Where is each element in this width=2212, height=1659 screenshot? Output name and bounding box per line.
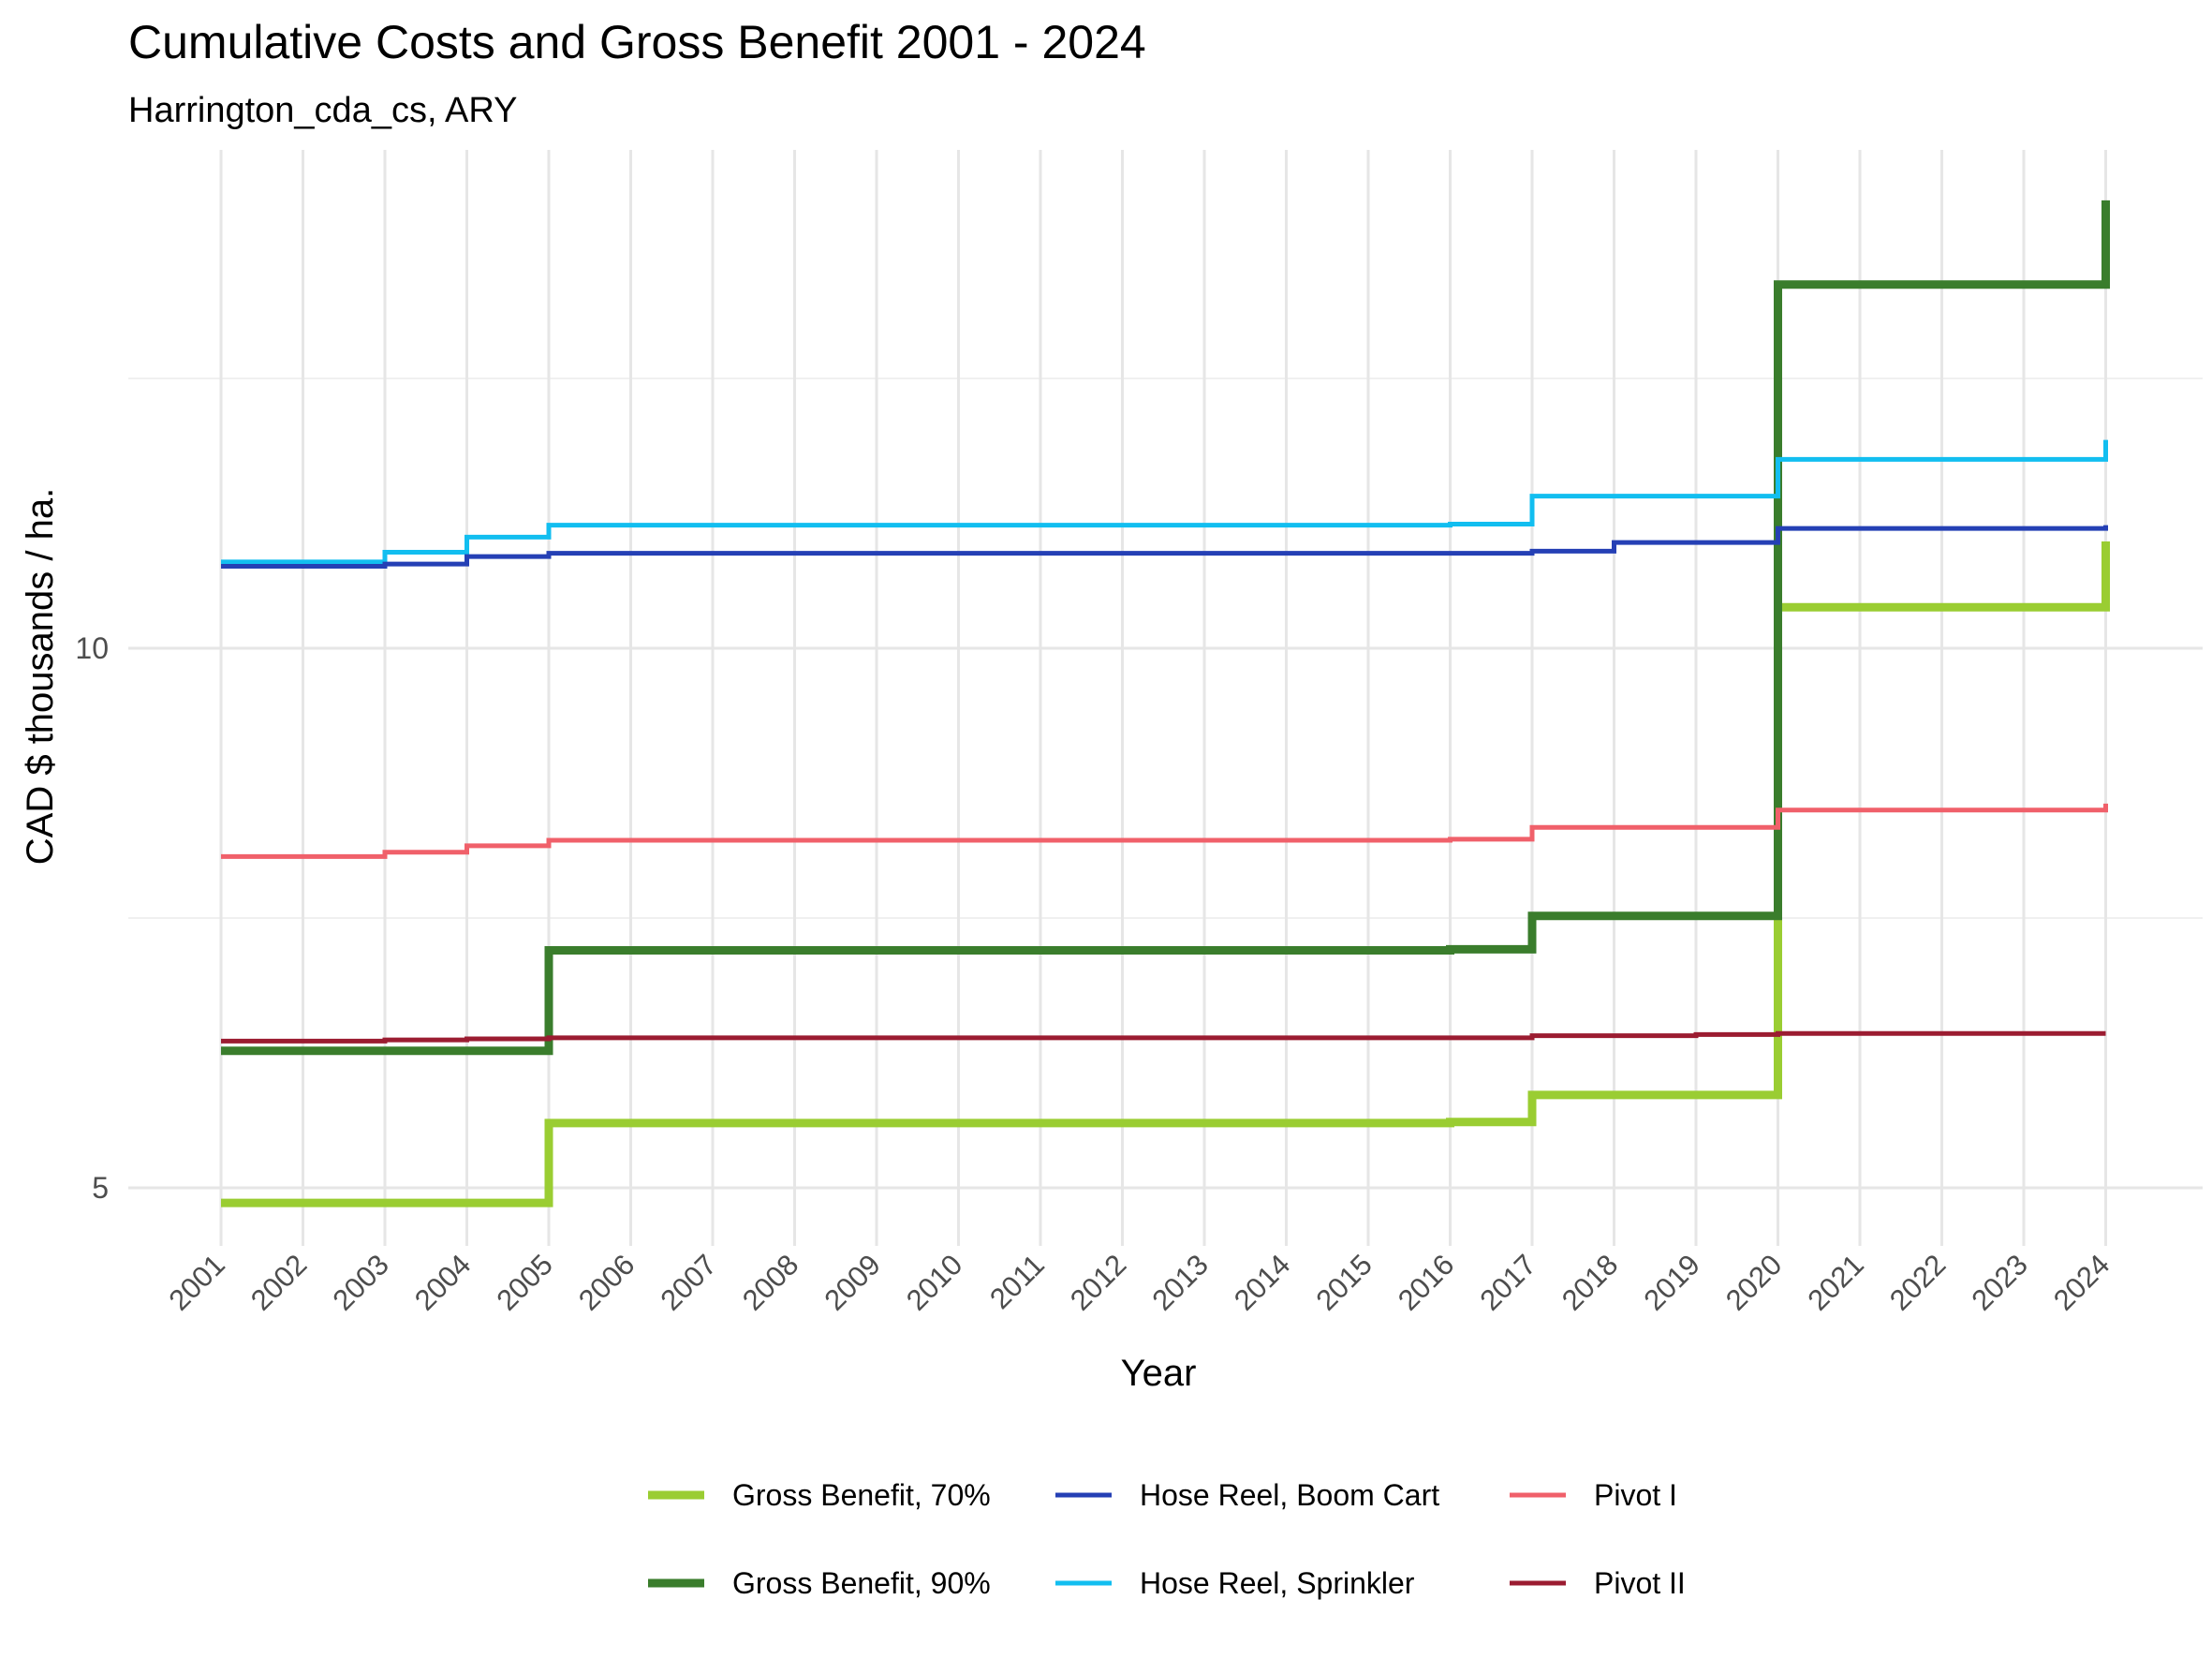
x-tick-label: 2012 — [1064, 1248, 1133, 1317]
x-tick-label: 2019 — [1637, 1248, 1706, 1317]
series-line — [221, 525, 2108, 569]
y-tick-label: 10 — [75, 631, 109, 665]
legend-label: Pivot I — [1594, 1478, 1677, 1512]
x-tick-label: 2024 — [2047, 1248, 2116, 1317]
legend: Gross Benefit, 70% Gross Benefit, 90% Hose… — [648, 1478, 1686, 1600]
y-tick-label: 5 — [92, 1171, 109, 1205]
series-line — [221, 541, 2110, 1207]
chart-subtitle: Harrington_cda_cs, ARY — [128, 91, 517, 130]
legend-label: Gross Benefit, 90% — [732, 1566, 991, 1600]
legend-label: Pivot II — [1594, 1566, 1686, 1600]
series-line — [221, 439, 2108, 565]
y-axis-label: CAD $ thousands / ha. — [20, 488, 61, 865]
x-tick-label: 2001 — [162, 1248, 231, 1317]
x-tick-label: 2003 — [326, 1248, 395, 1317]
y-axis-ticks: 5 10 — [75, 631, 109, 1205]
x-tick-label: 2016 — [1392, 1248, 1461, 1317]
x-axis-label: Year — [1121, 1353, 1197, 1394]
legend-label: Gross Benefit, 70% — [732, 1478, 991, 1512]
series-line — [221, 803, 2108, 859]
legend-label: Hose Reel, Sprinkler — [1140, 1566, 1415, 1600]
x-tick-label: 2020 — [1719, 1248, 1789, 1317]
x-tick-label: 2014 — [1228, 1248, 1297, 1317]
x-tick-label: 2011 — [983, 1248, 1051, 1315]
x-tick-label: 2010 — [900, 1248, 969, 1317]
x-tick-label: 2005 — [490, 1248, 559, 1317]
x-tick-label: 2013 — [1145, 1248, 1215, 1317]
x-tick-label: 2008 — [736, 1248, 805, 1317]
x-tick-label: 2023 — [1965, 1248, 2034, 1317]
series-line — [221, 200, 2110, 1056]
x-tick-label: 2018 — [1556, 1248, 1625, 1317]
x-tick-label: 2022 — [1883, 1248, 1953, 1317]
series-line — [221, 1030, 2106, 1044]
x-tick-label: 2017 — [1473, 1248, 1542, 1317]
x-tick-label: 2007 — [654, 1248, 723, 1317]
x-tick-label: 2015 — [1309, 1248, 1379, 1317]
series-layer — [221, 200, 2110, 1207]
grid-major — [128, 150, 2203, 1246]
x-tick-label: 2021 — [1801, 1248, 1870, 1317]
x-tick-label: 2002 — [244, 1248, 314, 1317]
x-tick-label: 2009 — [818, 1248, 887, 1317]
x-axis-ticks: 2001 2002 2003 2004 2005 2006 2007 2008 2009 2010… — [162, 1248, 2116, 1317]
legend-label: Hose Reel, Boom Cart — [1140, 1478, 1439, 1512]
grid-minor — [128, 378, 2203, 919]
chart-title: Cumulative Costs and Gross Benefit 2001 … — [128, 16, 1146, 68]
x-tick-label: 2006 — [572, 1248, 641, 1317]
x-tick-label: 2004 — [408, 1248, 478, 1317]
